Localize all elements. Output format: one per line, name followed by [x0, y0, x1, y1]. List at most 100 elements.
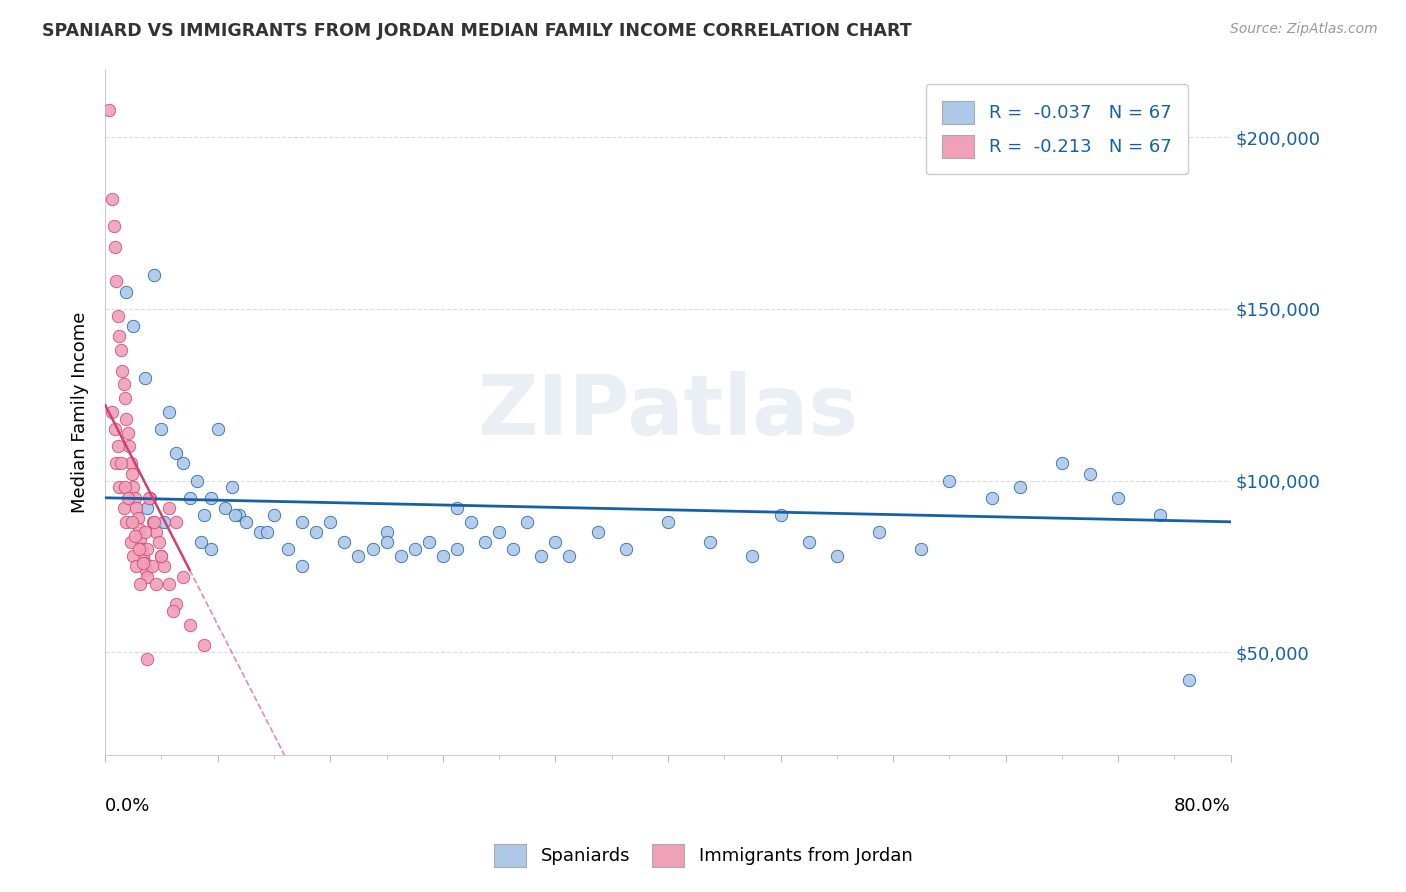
Point	[135, 563, 157, 577]
Point	[150, 549, 173, 564]
Point	[117, 425, 139, 440]
Point	[157, 405, 180, 419]
Point	[136, 501, 159, 516]
Point	[110, 457, 132, 471]
Point	[132, 556, 155, 570]
Point	[868, 525, 890, 540]
Point	[404, 542, 426, 557]
Point	[1177, 673, 1199, 687]
Point	[121, 467, 143, 481]
Point	[136, 652, 159, 666]
Point	[145, 525, 167, 540]
Point	[108, 481, 131, 495]
Point	[105, 275, 128, 289]
Point	[305, 525, 328, 540]
Point	[114, 481, 136, 495]
Point	[474, 535, 496, 549]
Point	[200, 491, 222, 505]
Point	[104, 422, 127, 436]
Point	[127, 511, 149, 525]
Point	[200, 542, 222, 557]
Point	[214, 501, 236, 516]
Point	[502, 542, 524, 557]
Text: ZIPatlas: ZIPatlas	[478, 371, 859, 452]
Point	[131, 542, 153, 557]
Point	[120, 457, 142, 471]
Point	[190, 535, 212, 549]
Point	[1008, 481, 1031, 495]
Point	[118, 439, 141, 453]
Point	[125, 501, 148, 516]
Point	[129, 532, 152, 546]
Point	[143, 268, 166, 282]
Point	[121, 515, 143, 529]
Point	[165, 597, 187, 611]
Point	[530, 549, 553, 564]
Point	[263, 508, 285, 522]
Point	[114, 391, 136, 405]
Point	[110, 343, 132, 358]
Point	[145, 576, 167, 591]
Point	[825, 549, 848, 564]
Point	[389, 549, 412, 564]
Legend: R =  -0.037   N = 67, R =  -0.213   N = 67: R = -0.037 N = 67, R = -0.213 N = 67	[925, 85, 1188, 174]
Point	[375, 535, 398, 549]
Point	[741, 549, 763, 564]
Point	[797, 535, 820, 549]
Point	[157, 501, 180, 516]
Point	[157, 576, 180, 591]
Point	[98, 103, 121, 117]
Point	[148, 535, 170, 549]
Point	[128, 542, 150, 557]
Point	[186, 474, 208, 488]
Point	[235, 515, 257, 529]
Point	[910, 542, 932, 557]
Point	[165, 515, 187, 529]
Point	[1107, 491, 1129, 505]
Point	[108, 329, 131, 343]
Point	[162, 604, 184, 618]
Point	[207, 422, 229, 436]
Point	[104, 240, 127, 254]
Point	[101, 405, 124, 419]
Point	[193, 639, 215, 653]
Point	[124, 528, 146, 542]
Point	[101, 192, 124, 206]
Text: Source: ZipAtlas.com: Source: ZipAtlas.com	[1230, 22, 1378, 37]
Point	[150, 422, 173, 436]
Point	[256, 525, 278, 540]
Point	[124, 491, 146, 505]
Text: 0.0%: 0.0%	[105, 797, 150, 814]
Point	[375, 525, 398, 540]
Point	[172, 457, 194, 471]
Point	[153, 515, 176, 529]
Point	[139, 491, 162, 505]
Point	[460, 515, 482, 529]
Point	[193, 508, 215, 522]
Point	[179, 491, 201, 505]
Point	[103, 219, 125, 234]
Point	[105, 457, 128, 471]
Point	[115, 285, 138, 299]
Point	[249, 525, 271, 540]
Point	[165, 446, 187, 460]
Point	[150, 549, 173, 564]
Point	[446, 542, 468, 557]
Point	[112, 377, 135, 392]
Y-axis label: Median Family Income: Median Family Income	[72, 311, 89, 513]
Point	[107, 439, 129, 453]
Point	[115, 412, 138, 426]
Point	[120, 535, 142, 549]
Point	[1149, 508, 1171, 522]
Point	[558, 549, 581, 564]
Point	[980, 491, 1002, 505]
Text: 80.0%: 80.0%	[1174, 797, 1230, 814]
Point	[122, 319, 145, 334]
Point	[153, 559, 176, 574]
Point	[134, 556, 156, 570]
Point	[319, 515, 342, 529]
Point	[107, 309, 129, 323]
Point	[544, 535, 567, 549]
Point	[699, 535, 721, 549]
Point	[129, 576, 152, 591]
